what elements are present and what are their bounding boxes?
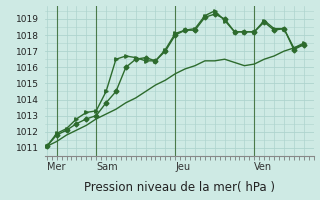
Text: Mer: Mer — [47, 162, 65, 172]
Text: Ven: Ven — [254, 162, 272, 172]
Text: Sam: Sam — [96, 162, 118, 172]
Text: Pression niveau de la mer( hPa ): Pression niveau de la mer( hPa ) — [84, 182, 275, 194]
Text: Jeu: Jeu — [175, 162, 190, 172]
